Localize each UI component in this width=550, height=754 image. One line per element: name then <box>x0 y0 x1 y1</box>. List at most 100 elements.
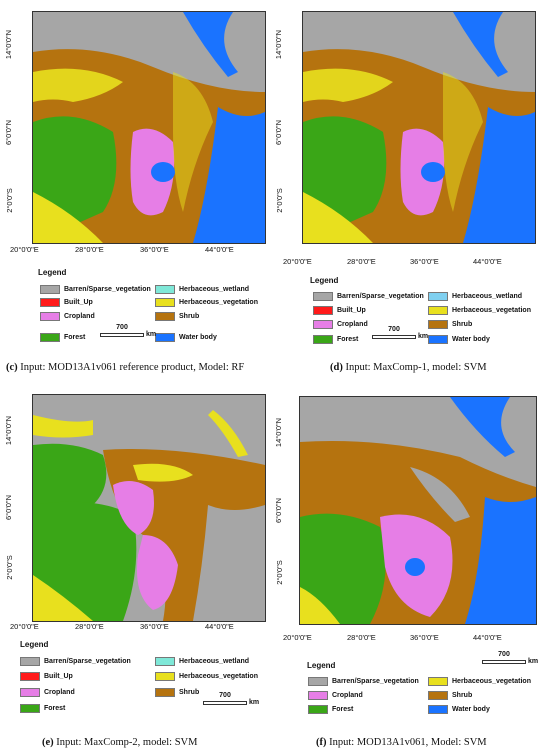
legend-label: Herbaceous_vegetation <box>452 678 531 685</box>
legend-title: Legend <box>307 661 336 670</box>
legend-item: Water body <box>155 333 217 342</box>
scale-bar-graphic <box>372 335 416 339</box>
legend-swatch <box>428 691 448 700</box>
legend-item: Cropland <box>40 312 95 321</box>
scale-bar: 700 km <box>203 692 273 708</box>
lon-label: 44°0'0"E <box>205 245 234 254</box>
scale-value: 700 <box>219 692 231 699</box>
legend-label: Herbaceous_wetland <box>452 293 523 300</box>
lat-label: 2°0'0"S <box>4 555 14 580</box>
legend-item: Water body <box>428 335 490 344</box>
legend-label: Herbaceous_wetland <box>179 286 250 293</box>
legend-label: Herbaceous_vegetation <box>179 673 258 680</box>
lat-label: 6°0'0"N <box>274 497 284 524</box>
legend-label: Shrub <box>179 689 200 696</box>
legend-label: Herbaceous_vegetation <box>179 299 258 306</box>
scale-bar-graphic <box>482 660 526 664</box>
land-cover-map-e <box>32 394 266 622</box>
legend-swatch <box>155 285 175 294</box>
lon-label: 36°0'0"E <box>410 633 439 642</box>
legend-item: Built_Up <box>20 672 73 681</box>
scale-value: 700 <box>388 326 400 333</box>
caption-text: Input: MOD13A1v061, Model: SVM <box>326 737 487 748</box>
scale-unit: km <box>146 331 157 338</box>
legend-item: Shrub <box>428 320 472 329</box>
lon-label: 36°0'0"E <box>140 622 169 631</box>
legend-label: Built_Up <box>337 307 366 314</box>
legend-label: Shrub <box>452 692 473 699</box>
legend-item: Barren/Sparse_vegetation <box>313 292 424 301</box>
legend-swatch <box>20 657 40 666</box>
legend-swatch <box>308 705 328 714</box>
legend-item: Shrub <box>428 691 472 700</box>
lon-label: 20°0'0"E <box>283 257 312 266</box>
lat-label: 2°0'0"S <box>4 188 14 213</box>
legend-swatch <box>313 306 333 315</box>
map-d-graphic <box>303 12 535 243</box>
lon-label: 28°0'0"E <box>347 633 376 642</box>
land-cover-map-c <box>32 11 266 244</box>
legend-item: Shrub <box>155 688 199 697</box>
legend-item: Forest <box>20 704 65 713</box>
legend-label: Cropland <box>64 313 95 320</box>
legend-item: Barren/Sparse_vegetation <box>40 285 151 294</box>
legend-label: Water body <box>452 336 490 343</box>
panel-caption: (d) Input: MaxComp-1, model: SVM <box>330 362 487 373</box>
lat-label: 2°0'0"S <box>274 560 284 585</box>
scale-value: 700 <box>116 324 128 331</box>
panel-caption: (f) Input: MOD13A1v061, Model: SVM <box>316 737 487 748</box>
map-e-graphic <box>33 395 265 621</box>
legend-label: Shrub <box>179 313 200 320</box>
caption-text: Input: MaxComp-1, model: SVM <box>342 362 487 373</box>
legend-label: Barren/Sparse_vegetation <box>64 286 151 293</box>
land-cover-map-f <box>299 396 537 625</box>
legend-item: Herbaceous_wetland <box>428 292 522 301</box>
legend-label: Built_Up <box>44 673 73 680</box>
scale-value: 700 <box>498 651 510 658</box>
legend-swatch <box>428 320 448 329</box>
legend-label: Forest <box>332 706 354 713</box>
legend-label: Cropland <box>332 692 363 699</box>
legend-label: Water body <box>179 334 217 341</box>
legend-label: Shrub <box>452 321 473 328</box>
panel-caption: (e) Input: MaxComp-2, model: SVM <box>42 737 197 748</box>
lat-label: 14°0'0"N <box>4 415 14 446</box>
caption-letter: (c) <box>6 362 18 373</box>
legend-swatch <box>428 292 448 301</box>
legend-swatch <box>40 312 60 321</box>
lon-label: 44°0'0"E <box>205 622 234 631</box>
legend-swatch <box>428 705 448 714</box>
lat-label: 14°0'0"N <box>274 417 284 448</box>
caption-letter: (f) <box>316 737 327 748</box>
lon-label: 44°0'0"E <box>473 257 502 266</box>
legend-swatch <box>155 672 175 681</box>
legend-swatch <box>155 298 175 307</box>
legend-item: Shrub <box>155 312 199 321</box>
legend-item: Cropland <box>313 320 368 329</box>
map-f-graphic <box>300 397 536 624</box>
legend-label: Forest <box>64 334 86 341</box>
scale-bar-graphic <box>100 333 144 337</box>
lat-label: 14°0'0"N <box>4 29 14 60</box>
legend-swatch <box>428 335 448 344</box>
lon-label: 20°0'0"E <box>10 245 39 254</box>
legend-swatch <box>313 292 333 301</box>
lon-label: 28°0'0"E <box>347 257 376 266</box>
legend-swatch <box>155 657 175 666</box>
scale-bar: 700 km <box>100 324 170 340</box>
legend-title: Legend <box>38 268 67 277</box>
caption-text: Input: MOD13A1v061 reference product, Mo… <box>17 362 245 373</box>
legend-swatch <box>40 285 60 294</box>
legend-item: Herbaceous_wetland <box>155 285 249 294</box>
lon-label: 20°0'0"E <box>283 633 312 642</box>
legend-swatch <box>20 688 40 697</box>
lat-label: 6°0'0"N <box>4 119 14 146</box>
legend-label: Cropland <box>337 321 368 328</box>
legend-item: Herbaceous_vegetation <box>428 306 531 315</box>
scale-bar: 700 km <box>482 651 550 667</box>
map-c-graphic <box>33 12 265 243</box>
lon-label: 20°0'0"E <box>10 622 39 631</box>
legend-item: Barren/Sparse_vegetation <box>308 677 419 686</box>
legend-item: Herbaceous_wetland <box>155 657 249 666</box>
legend-item: Forest <box>40 333 85 342</box>
